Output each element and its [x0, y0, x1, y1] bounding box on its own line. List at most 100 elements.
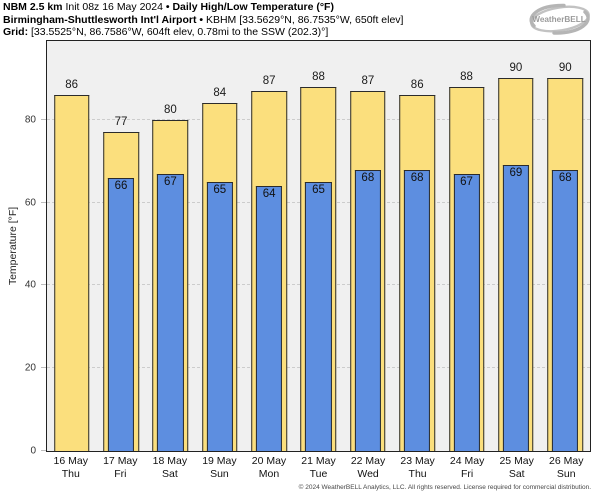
low-value-label: 68	[410, 171, 424, 184]
high-value-label: 86	[410, 79, 424, 91]
bar-group-26-May: 90 68	[541, 41, 590, 451]
low-bar: 68	[552, 169, 579, 451]
bars-row: 86 77 66 80 67 84 65 87 64 88 65 87 68 86 68 88 67 90 69 90…	[47, 41, 590, 451]
model-name: NBM 2.5 km	[3, 1, 63, 13]
x-label-18-May: 18 May Sat	[145, 455, 195, 480]
x-label-date: 18 May	[152, 455, 188, 467]
plot-area: 86 77 66 80 67 84 65 87 64 88 65 87 68 86 68 88 67 90 69 90…	[46, 40, 591, 452]
chart-header: NBM 2.5 km Init 08z 16 May 2024 • Daily …	[3, 1, 403, 39]
y-tick-mark-20	[41, 367, 46, 369]
x-label-23-May: 23 May Thu	[393, 455, 443, 480]
logo-text: WeatherBELL	[532, 15, 586, 24]
low-value-label: 68	[558, 171, 572, 184]
title-line-3: Grid: [33.5525°N, 86.7586°W, 604ft elev,…	[3, 26, 403, 39]
low-value-label: 67	[460, 175, 473, 188]
x-label-day: Thu	[61, 467, 80, 480]
x-label-day: Sun	[556, 467, 576, 480]
station-name: Birmingham-Shuttlesworth Int'l Airport •	[3, 13, 204, 26]
x-label-day: Sat	[161, 467, 178, 480]
high-value-label: 80	[164, 103, 177, 116]
bar-group-20-May: 87 64	[244, 41, 293, 451]
low-bar: 66	[107, 177, 135, 451]
bar-group-22-May: 87 68	[343, 41, 392, 451]
x-axis-labels: 16 May Thu 17 May Fri 18 May Sat 19 May Sun 20 M…	[46, 455, 591, 480]
high-value-label: 88	[312, 70, 325, 83]
x-label-26-May: 26 May Sun	[541, 455, 591, 480]
low-value-label: 67	[163, 175, 177, 188]
x-label-17-May: 17 May Fri	[96, 455, 146, 480]
high-value-label: 84	[213, 87, 227, 100]
x-label-19-May: 19 May Sun	[195, 455, 245, 480]
y-tick-label-80: 80	[24, 114, 36, 126]
x-label-day: Fri	[461, 467, 474, 480]
low-value-label: 65	[312, 183, 325, 196]
bar-group-19-May: 84 65	[195, 41, 244, 451]
high-value-label: 90	[558, 62, 572, 75]
x-label-24-May: 24 May Fri	[442, 455, 492, 480]
high-bar	[53, 95, 90, 451]
low-bar: 67	[453, 173, 480, 451]
x-label-25-May: 25 May Sat	[492, 455, 542, 480]
x-label-date: 19 May	[202, 455, 237, 467]
low-value-label: 69	[509, 167, 523, 180]
station-coords: KBHM [33.5629°N, 86.7535°W, 650ft elev]	[203, 13, 404, 26]
bar-group-24-May: 88 67	[442, 41, 491, 451]
x-label-day: Thu	[408, 467, 427, 480]
x-label-day: Tue	[309, 467, 328, 480]
high-value-label: 86	[65, 79, 79, 91]
x-label-day: Fri	[114, 467, 127, 480]
low-bar: 67	[157, 173, 184, 451]
high-value-label: 77	[114, 116, 128, 129]
x-label-date: 24 May	[449, 455, 485, 467]
bar-group-21-May: 88 65	[294, 41, 343, 451]
low-bar: 68	[354, 169, 381, 451]
low-bar: 69	[502, 165, 529, 451]
x-label-21-May: 21 May Tue	[294, 455, 344, 480]
bar-group-18-May: 80 67	[146, 41, 195, 451]
high-value-label: 90	[509, 62, 523, 75]
high-value-label: 87	[262, 74, 276, 87]
x-label-16-May: 16 May Thu	[46, 455, 96, 480]
copyright-notice: © 2024 WeatherBELL Analytics, LLC. All r…	[298, 484, 591, 491]
y-tick-label-40: 40	[24, 279, 36, 291]
title-line-2: Birmingham-Shuttlesworth Int'l Airport •…	[3, 14, 403, 27]
x-label-day: Sun	[210, 467, 229, 480]
weatherbell-logo: WeatherBELL	[522, 2, 596, 38]
low-value-label: 64	[262, 188, 276, 201]
bar-group-23-May: 86 68	[393, 41, 442, 451]
title-line-1: NBM 2.5 km Init 08z 16 May 2024 • Daily …	[3, 1, 403, 14]
x-label-date: 25 May	[499, 455, 534, 467]
low-bar: 68	[404, 169, 431, 451]
y-tick-mark-80	[41, 118, 46, 120]
bar-group-25-May: 90 69	[491, 41, 540, 451]
low-bar: 64	[256, 186, 283, 451]
bar-group-16-May: 86	[47, 41, 96, 451]
swirl-icon: WeatherBELL	[529, 3, 590, 35]
y-tick-label-20: 20	[24, 362, 36, 374]
x-label-20-May: 20 May Mon	[244, 455, 294, 480]
y-tick-mark-40	[41, 284, 46, 286]
grid-coords: [33.5525°N, 86.7586°W, 604ft elev, 0.78m…	[28, 26, 329, 39]
x-label-date: 20 May	[251, 455, 287, 467]
x-label-date: 16 May	[53, 455, 88, 467]
x-label-date: 23 May	[400, 455, 435, 467]
x-label-day: Sat	[508, 467, 525, 480]
x-label-date: 22 May	[350, 455, 386, 467]
parameter-title: • Daily High/Low Temperature (°F)	[165, 1, 334, 13]
y-tick-label-0: 0	[30, 445, 36, 457]
bar-group-17-May: 77 66	[96, 41, 145, 451]
y-tick-mark-0	[41, 450, 46, 451]
x-label-date: 26 May	[549, 455, 584, 467]
low-bar: 65	[305, 181, 332, 451]
low-value-label: 68	[361, 171, 375, 184]
low-value-label: 66	[114, 179, 128, 192]
y-tick-mark-60	[41, 201, 46, 203]
init-time: Init 08z 16 May 2024	[62, 1, 166, 13]
y-axis-ticks: 0 20 40 60 80	[0, 40, 46, 457]
x-label-22-May: 22 May Wed	[343, 455, 393, 480]
grid-label: Grid:	[3, 26, 29, 39]
x-label-date: 17 May	[103, 455, 138, 467]
y-tick-label-60: 60	[24, 197, 36, 209]
low-value-label: 65	[213, 183, 227, 196]
